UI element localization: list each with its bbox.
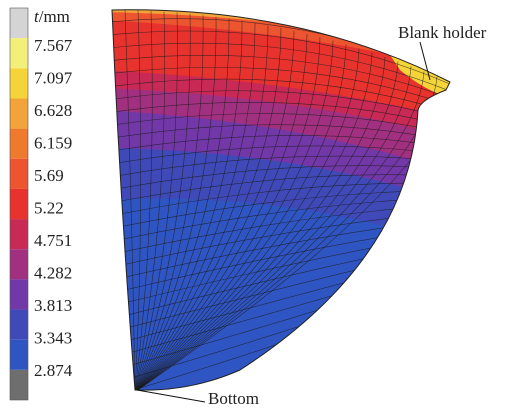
legend-swatch: [10, 369, 28, 400]
mesh-line: [134, 52, 373, 391]
mesh-line: [124, 10, 136, 391]
legend-swatch: [10, 8, 28, 39]
mesh-line: [134, 13, 191, 391]
legend-label: 3.343: [34, 328, 72, 347]
legend-swatch: [10, 128, 28, 159]
legend-label: 5.22: [34, 198, 64, 217]
mesh-line: [134, 37, 321, 391]
legend-swatch: [10, 98, 28, 129]
mesh-line: [134, 11, 165, 391]
legend-swatch: [10, 339, 28, 370]
annotation: Blank holder: [398, 23, 487, 42]
mesh-line: [134, 20, 243, 391]
mesh-line: [112, 55, 450, 107]
legend-label: 6.159: [34, 133, 72, 152]
mesh-line: [112, 66, 450, 113]
mesh-line: [134, 27, 282, 391]
legend-label: 3.813: [34, 296, 72, 315]
legend-label: 6.628: [34, 101, 72, 120]
mesh-line: [134, 56, 386, 391]
mesh-line: [134, 22, 256, 391]
legend-swatch: [10, 309, 28, 340]
contour-part: [112, 9, 450, 391]
outline: [111, 9, 451, 391]
legend-label: 2.874: [34, 361, 73, 380]
mesh-line: [134, 16, 217, 391]
mesh-line: [134, 44, 347, 391]
legend-label: 5.69: [34, 166, 64, 185]
leader-line: [136, 389, 206, 403]
legend-title: t/mm: [34, 7, 70, 26]
legend-swatch: [10, 158, 28, 189]
legend-swatch: [10, 249, 28, 280]
legend-label: 7.567: [34, 36, 73, 55]
legend-swatch: [10, 279, 28, 310]
mesh-line: [134, 10, 141, 391]
legend-swatch: [10, 188, 28, 220]
mesh-line: [134, 40, 334, 391]
legend-swatch: [10, 219, 28, 250]
mesh-line: [134, 33, 308, 391]
legend-label: 7.097: [34, 68, 73, 87]
mesh-line: [134, 71, 425, 391]
legend: 7.567 7.097 6.628 6.159 5.69 5.22 4.751 4.282 3.…: [9, 7, 73, 401]
legend-label: 4.751: [34, 231, 72, 250]
mesh-line: [134, 66, 412, 391]
mesh-line: [112, 42, 450, 100]
mesh-line: [112, 30, 450, 94]
annotation: Bottom: [208, 389, 259, 408]
legend-label: 4.282: [34, 263, 72, 282]
legend-frame: [9, 7, 29, 401]
mesh-line: [134, 12, 178, 391]
legend-swatch: [10, 68, 28, 99]
leader-line: [419, 41, 431, 81]
legend-swatch: [10, 38, 28, 69]
mesh-line: [134, 48, 360, 391]
mesh-line: [134, 15, 204, 391]
mesh-line: [134, 25, 269, 391]
mesh-line: [134, 18, 230, 391]
